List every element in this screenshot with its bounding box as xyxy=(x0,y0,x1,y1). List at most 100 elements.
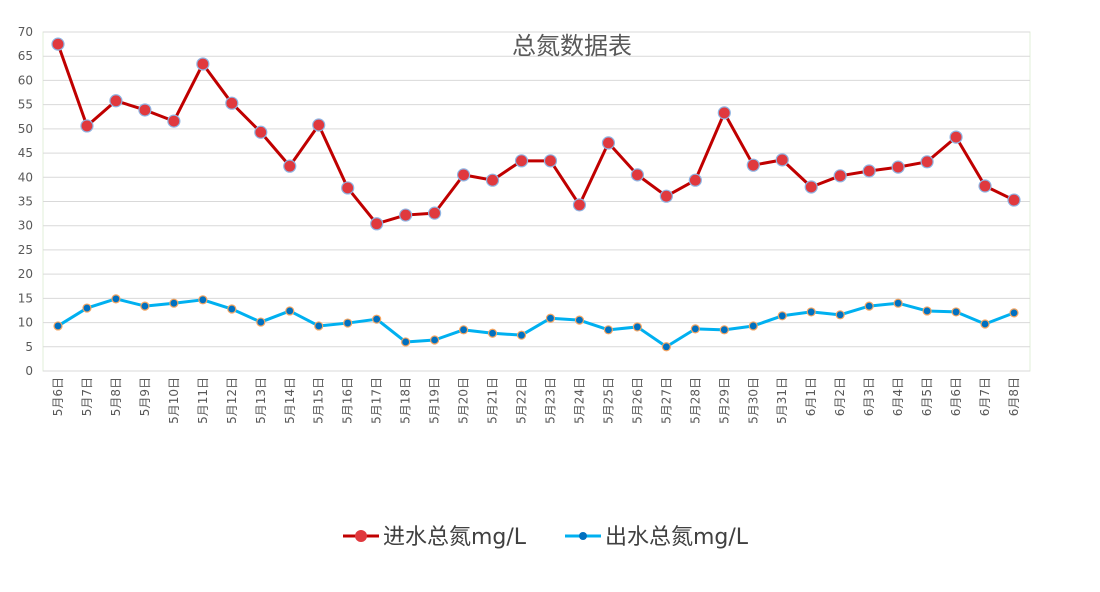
series-line-1 xyxy=(57,297,1015,349)
data-point xyxy=(138,103,152,117)
data-point xyxy=(372,314,382,324)
data-point xyxy=(82,303,92,313)
x-tick-label: 6月1日 xyxy=(804,377,818,416)
data-point xyxy=(659,189,673,203)
data-point xyxy=(833,169,847,183)
data-point xyxy=(951,307,961,317)
y-tick-label: 55 xyxy=(18,98,33,112)
data-point xyxy=(167,114,181,128)
data-point xyxy=(893,298,903,308)
data-point xyxy=(601,136,616,150)
data-point xyxy=(487,328,498,338)
x-tick-label: 5月30日 xyxy=(746,377,760,424)
x-tick-label: 5月27日 xyxy=(659,377,673,424)
data-point xyxy=(603,325,614,335)
y-tick-label: 35 xyxy=(18,195,33,209)
data-point xyxy=(862,164,876,178)
x-tick-label: 5月21日 xyxy=(486,377,500,424)
x-tick-label: 6月7日 xyxy=(978,377,992,416)
data-point xyxy=(254,125,268,139)
data-point xyxy=(514,154,529,168)
data-point xyxy=(169,298,179,308)
data-point xyxy=(428,206,442,220)
x-tick-label: 6月2日 xyxy=(833,377,847,416)
x-tick-label: 5月24日 xyxy=(572,377,586,424)
data-point xyxy=(109,94,123,108)
y-tick-label: 45 xyxy=(18,146,33,160)
data-point xyxy=(574,315,585,325)
x-tick-label: 5月26日 xyxy=(630,377,644,424)
x-tick-label: 5月10日 xyxy=(167,377,181,424)
data-point xyxy=(516,330,527,340)
x-tick-label: 5月22日 xyxy=(515,377,529,424)
data-point xyxy=(806,307,816,317)
data-point xyxy=(690,324,700,334)
x-tick-label: 5月29日 xyxy=(717,377,731,424)
data-point xyxy=(53,321,63,331)
series-line-0 xyxy=(56,43,1015,226)
data-point xyxy=(485,173,500,187)
x-tick-label: 5月20日 xyxy=(457,377,471,424)
x-tick-label: 6月8日 xyxy=(1007,377,1021,416)
x-tick-label: 5月6日 xyxy=(51,377,65,416)
data-point xyxy=(225,96,239,110)
x-tick-label: 5月11日 xyxy=(196,377,210,424)
data-point xyxy=(401,337,411,347)
legend-marker-1 xyxy=(579,532,587,540)
data-point xyxy=(978,179,992,193)
data-point xyxy=(341,181,355,195)
x-tick-label: 6月3日 xyxy=(862,377,876,416)
y-tick-label: 25 xyxy=(18,243,33,257)
x-tick-label: 5月23日 xyxy=(543,377,557,424)
x-tick-label: 5月25日 xyxy=(601,377,615,424)
data-point xyxy=(980,319,990,329)
y-tick-label: 70 xyxy=(18,25,33,39)
data-point xyxy=(746,158,760,172)
x-tick-label: 5月13日 xyxy=(254,377,268,424)
data-point xyxy=(456,168,471,182)
data-point xyxy=(256,317,266,327)
data-point xyxy=(1007,193,1021,207)
data-point xyxy=(632,322,642,332)
x-tick-label: 5月16日 xyxy=(341,377,355,424)
legend-label-0: 进水总氮mg/L xyxy=(383,525,527,550)
data-point xyxy=(661,342,671,352)
y-tick-label: 5 xyxy=(25,340,33,354)
legend-marker-0 xyxy=(355,530,367,542)
data-point xyxy=(835,310,845,320)
data-point xyxy=(630,168,644,182)
data-point xyxy=(343,318,353,328)
data-point xyxy=(864,301,874,311)
data-point xyxy=(283,159,297,173)
y-tick-label: 40 xyxy=(18,170,33,184)
data-point xyxy=(748,321,758,331)
data-point xyxy=(80,119,94,133)
legend-label-1: 出水总氮mg/L xyxy=(605,525,749,550)
data-point xyxy=(370,217,384,231)
data-point xyxy=(111,294,121,304)
data-point xyxy=(430,335,440,345)
data-point xyxy=(285,306,295,316)
x-tick-label: 5月8日 xyxy=(109,377,123,416)
data-point xyxy=(922,306,932,316)
data-point xyxy=(688,173,702,187)
data-point xyxy=(140,301,150,311)
data-point xyxy=(920,155,934,169)
data-point xyxy=(196,57,210,71)
data-point xyxy=(1009,308,1019,318)
data-point xyxy=(804,180,818,194)
data-point xyxy=(777,311,787,321)
y-tick-label: 15 xyxy=(18,291,33,305)
x-tick-label: 6月5日 xyxy=(920,377,934,416)
data-point xyxy=(51,37,65,51)
y-tick-label: 20 xyxy=(18,267,33,281)
data-point xyxy=(775,153,789,167)
x-tick-label: 5月12日 xyxy=(225,377,239,424)
x-tick-label: 5月18日 xyxy=(399,377,413,424)
y-tick-label: 65 xyxy=(18,49,33,63)
y-tick-label: 0 xyxy=(25,364,33,378)
x-tick-label: 5月31日 xyxy=(775,377,789,424)
y-tick-label: 30 xyxy=(18,219,33,233)
x-tick-label: 5月28日 xyxy=(688,377,702,424)
